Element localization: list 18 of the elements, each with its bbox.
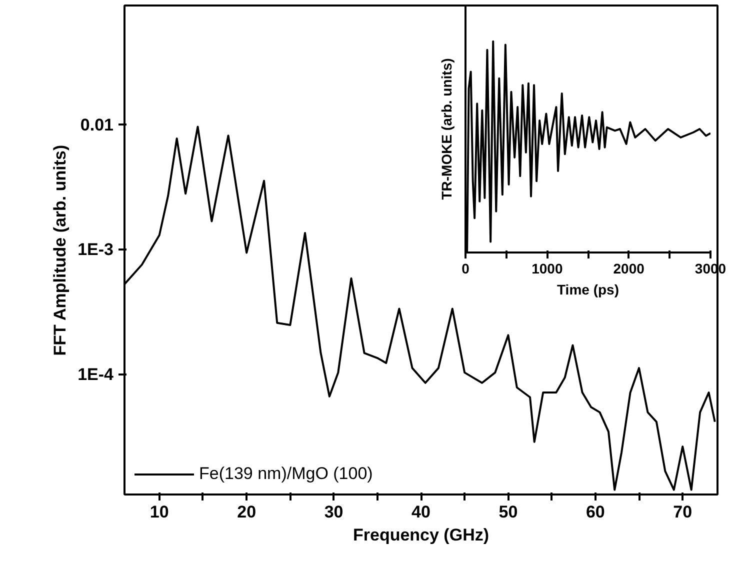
x-tick-label: 20 bbox=[237, 502, 256, 522]
y-tick-label: 1E-3 bbox=[78, 240, 114, 260]
x-tick-label: 30 bbox=[324, 502, 344, 522]
legend-label: Fe(139 nm)/MgO (100) bbox=[199, 464, 373, 484]
x-tick-label: 70 bbox=[673, 502, 692, 522]
y-axis-title: TR-MOKE (arb. units) bbox=[438, 58, 454, 200]
x-axis-title: Time (ps) bbox=[557, 282, 619, 298]
x-tick-label: 40 bbox=[412, 502, 430, 522]
x-tick-label: 50 bbox=[498, 502, 518, 522]
x-tick-label: 60 bbox=[586, 502, 605, 522]
x-tick-label: 0 bbox=[462, 260, 470, 276]
x-tick-label: 10 bbox=[150, 502, 169, 522]
y-tick-label: 1E-4 bbox=[78, 365, 114, 384]
y-axis-title: FFT Amplitude (arb. units) bbox=[50, 144, 70, 356]
y-tick-label: 0.01 bbox=[80, 115, 114, 134]
x-tick-label: 2000 bbox=[613, 260, 645, 276]
x-axis-title: Frequency (GHz) bbox=[352, 526, 490, 544]
x-tick-label: 1000 bbox=[532, 260, 563, 276]
